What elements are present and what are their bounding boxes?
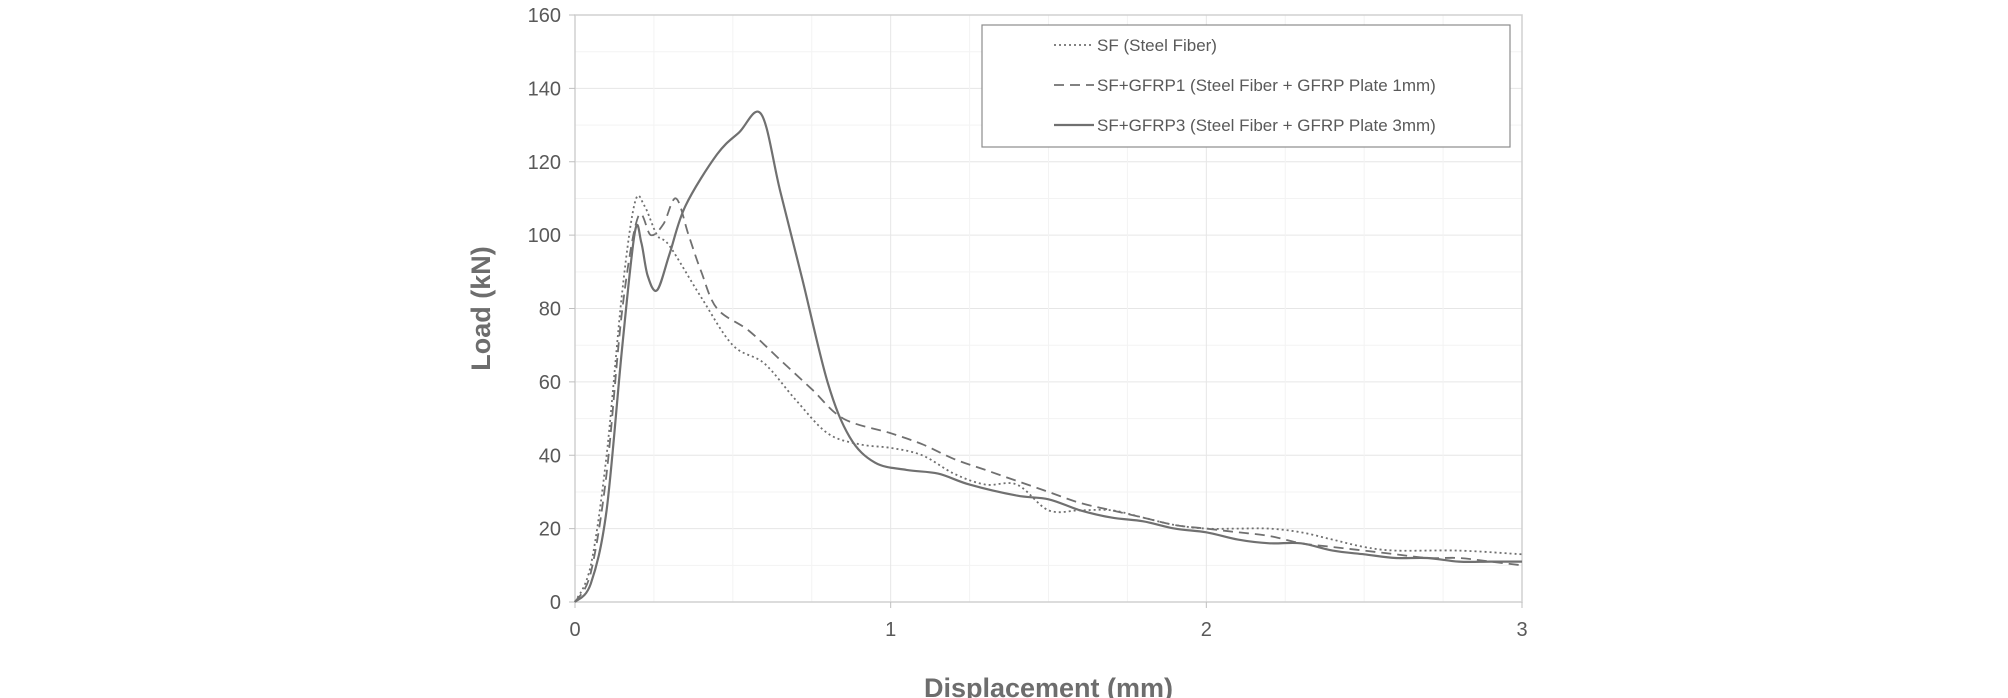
x-axis-title: Displacement (mm) xyxy=(924,673,1173,698)
legend-items: SF (Steel Fiber) SF+GFRP1 (Steel Fiber + … xyxy=(1054,36,1436,135)
series-line-3 xyxy=(574,110,1522,603)
legend-label-3: SF+GFRP3 (Steel Fiber + GFRP Plate 3mm) xyxy=(1097,116,1436,135)
series-line-2 xyxy=(574,197,1523,603)
series-layer xyxy=(574,110,1523,603)
x-tick-label: 3 xyxy=(1516,619,1527,641)
x-tick-label: 2 xyxy=(1201,619,1212,641)
x-axis-ticks: 0 1 2 3 xyxy=(569,602,1528,641)
series-line-1 xyxy=(574,194,1523,603)
legend: SF (Steel Fiber) SF+GFRP1 (Steel Fiber + … xyxy=(981,24,1511,148)
y-axis-title: Load (kN) xyxy=(466,246,496,371)
y-tick-label: 160 xyxy=(528,5,561,27)
y-tick-label: 60 xyxy=(539,372,561,394)
y-tick-label: 80 xyxy=(539,299,561,321)
legend-label-1: SF (Steel Fiber) xyxy=(1097,36,1217,55)
x-tick-label: 1 xyxy=(885,619,896,641)
y-axis-ticks: 0 20 40 60 80 100 120 140 160 xyxy=(528,5,575,614)
y-tick-label: 100 xyxy=(528,225,561,247)
legend-label-2: SF+GFRP1 (Steel Fiber + GFRP Plate 1mm) xyxy=(1097,76,1436,95)
y-tick-label: 0 xyxy=(550,592,561,614)
y-tick-label: 40 xyxy=(539,445,561,467)
y-tick-label: 140 xyxy=(528,78,561,100)
x-tick-label: 0 xyxy=(569,619,580,641)
y-tick-label: 20 xyxy=(539,519,561,541)
y-tick-label: 120 xyxy=(528,152,561,174)
